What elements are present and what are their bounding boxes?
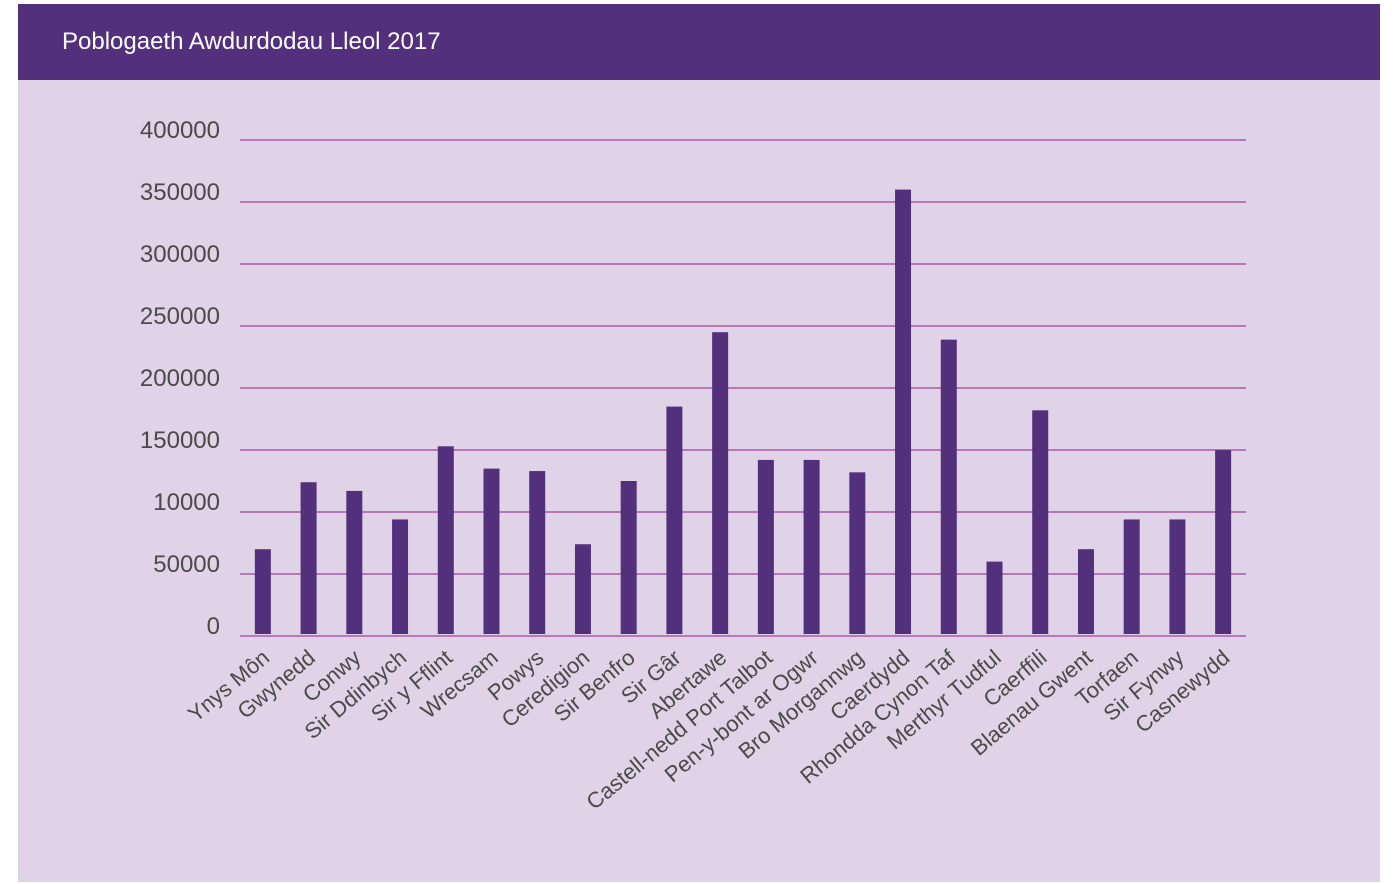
- bar: [1215, 450, 1232, 634]
- bar: [1123, 519, 1140, 634]
- y-tick-label: 300000: [140, 241, 220, 268]
- gridlines: [240, 139, 1246, 637]
- y-tick-label: 200000: [140, 365, 220, 392]
- bar: [620, 481, 637, 634]
- bar: [254, 549, 271, 634]
- chart-panel: Poblogaeth Awdurdodau Lleol 2017 0 50000 1…: [18, 4, 1380, 882]
- bar: [437, 446, 454, 634]
- bar: [1169, 519, 1186, 634]
- y-tick-label: 150000: [140, 427, 220, 454]
- y-tick-label: 50000: [153, 551, 220, 578]
- bar: [346, 490, 363, 634]
- bar-chart: 0 50000 10000 150000 200000 250000 300000 35000…: [140, 117, 1246, 815]
- bar: [1032, 410, 1049, 634]
- title-bar: Poblogaeth Awdurdodau Lleol 2017: [18, 4, 1380, 80]
- bar: [849, 472, 866, 634]
- y-tick-label: 400000: [140, 117, 220, 144]
- bar: [986, 561, 1003, 634]
- bar: [803, 459, 820, 634]
- bar: [300, 482, 317, 634]
- bar: [940, 339, 957, 634]
- bar: [895, 189, 912, 634]
- bars: [254, 189, 1232, 634]
- chart-title: Poblogaeth Awdurdodau Lleol 2017: [62, 28, 441, 55]
- bar: [712, 332, 729, 634]
- bar: [392, 519, 409, 634]
- y-axis-ticks: 0 50000 10000 150000 200000 250000 300000 35000…: [140, 117, 220, 640]
- bar: [529, 471, 546, 634]
- bar: [574, 544, 591, 634]
- y-tick-label: 350000: [140, 179, 220, 206]
- bar: [1077, 549, 1094, 634]
- y-tick-label: 10000: [153, 489, 220, 516]
- bar: [757, 459, 774, 634]
- bar: [483, 468, 500, 634]
- y-tick-label: 0: [207, 613, 220, 640]
- y-tick-label: 250000: [140, 303, 220, 330]
- bar: [666, 406, 683, 634]
